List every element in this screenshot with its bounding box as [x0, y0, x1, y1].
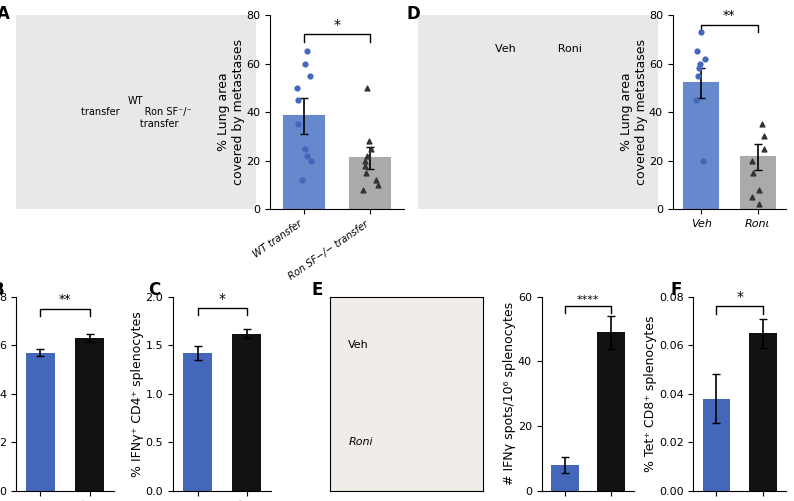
Text: Veh: Veh: [349, 340, 369, 350]
Point: [746, 193, 758, 201]
Point: [359, 157, 372, 165]
Point: [369, 176, 382, 184]
Y-axis label: % Lung area
covered by metastases: % Lung area covered by metastases: [619, 39, 647, 185]
Text: B: B: [0, 281, 4, 299]
Bar: [703, 399, 730, 491]
Text: *: *: [333, 18, 341, 32]
Point: [699, 55, 711, 63]
Point: [753, 200, 765, 208]
Text: **: **: [723, 10, 736, 23]
Bar: [684, 83, 718, 209]
Bar: [741, 157, 775, 209]
Text: *: *: [736, 290, 743, 304]
Bar: [75, 338, 104, 491]
Point: [693, 65, 706, 73]
Point: [360, 169, 372, 177]
Point: [692, 72, 704, 80]
Y-axis label: % Lung area
covered by metastases: % Lung area covered by metastases: [217, 39, 245, 185]
Point: [747, 169, 760, 177]
Point: [361, 152, 374, 160]
Point: [360, 84, 373, 92]
Text: Roni: Roni: [349, 437, 373, 447]
Y-axis label: # IFNγ spots/10⁶ splenocytes: # IFNγ spots/10⁶ splenocytes: [503, 302, 516, 485]
Point: [295, 176, 308, 184]
Text: **: **: [59, 294, 71, 307]
Point: [695, 28, 707, 36]
Bar: [25, 353, 55, 491]
Text: C: C: [148, 281, 160, 299]
Point: [753, 186, 765, 194]
Text: *: *: [218, 293, 225, 307]
Point: [359, 162, 372, 170]
Point: [291, 84, 303, 92]
Point: [305, 157, 318, 165]
Bar: [551, 465, 579, 491]
Bar: [749, 333, 777, 491]
Point: [301, 152, 314, 160]
Point: [364, 145, 377, 153]
Bar: [597, 332, 625, 491]
Point: [756, 120, 769, 128]
Text: D: D: [407, 6, 420, 24]
Point: [292, 120, 305, 128]
Bar: [183, 353, 212, 491]
Point: [303, 72, 316, 80]
Y-axis label: % Tet⁺ CD8⁺ splenocytes: % Tet⁺ CD8⁺ splenocytes: [645, 316, 657, 472]
Point: [299, 60, 312, 68]
Point: [372, 181, 384, 189]
Point: [357, 186, 369, 194]
Point: [301, 48, 314, 56]
Text: WT
transfer        Ron SF⁻/⁻
               transfer: WT transfer Ron SF⁻/⁻ transfer: [80, 96, 191, 129]
Point: [746, 157, 758, 165]
Y-axis label: % IFNγ⁺ CD4⁺ splenocytes: % IFNγ⁺ CD4⁺ splenocytes: [131, 311, 144, 477]
Point: [363, 137, 376, 145]
Point: [292, 96, 305, 104]
Text: ****: ****: [576, 295, 599, 305]
Bar: [350, 158, 391, 209]
Point: [694, 60, 707, 68]
Point: [299, 145, 311, 153]
Point: [696, 157, 709, 165]
Text: Veh            Roni: Veh Roni: [495, 44, 582, 54]
Bar: [232, 334, 261, 491]
Text: E: E: [312, 281, 323, 299]
Point: [757, 145, 770, 153]
Point: [690, 96, 703, 104]
Point: [757, 132, 770, 140]
Text: F: F: [670, 281, 681, 299]
Bar: [283, 116, 324, 209]
Text: A: A: [0, 6, 10, 24]
Point: [691, 48, 703, 56]
